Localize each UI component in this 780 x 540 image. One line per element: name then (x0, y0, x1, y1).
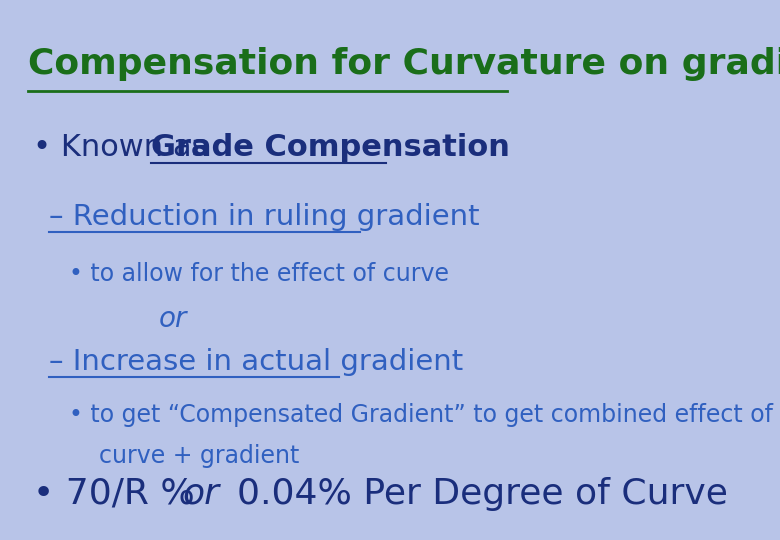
Text: curve + gradient: curve + gradient (69, 443, 300, 468)
Text: – Increase in actual gradient: – Increase in actual gradient (48, 348, 463, 376)
Text: – Reduction in ruling gradient: – Reduction in ruling gradient (48, 203, 479, 231)
Text: • to allow for the effect of curve: • to allow for the effect of curve (69, 262, 449, 286)
Text: or: or (158, 305, 187, 333)
Text: Grade Compensation: Grade Compensation (151, 133, 509, 162)
Text: • Known as: • Known as (33, 133, 217, 162)
Text: Compensation for Curvature on gradient: Compensation for Curvature on gradient (27, 47, 780, 81)
Text: or: or (182, 477, 219, 511)
Text: 0.04% Per Degree of Curve: 0.04% Per Degree of Curve (214, 477, 728, 511)
Text: • 70/R %: • 70/R % (33, 477, 229, 511)
Text: • to get “Compensated Gradient” to get combined effect of: • to get “Compensated Gradient” to get c… (69, 403, 774, 427)
